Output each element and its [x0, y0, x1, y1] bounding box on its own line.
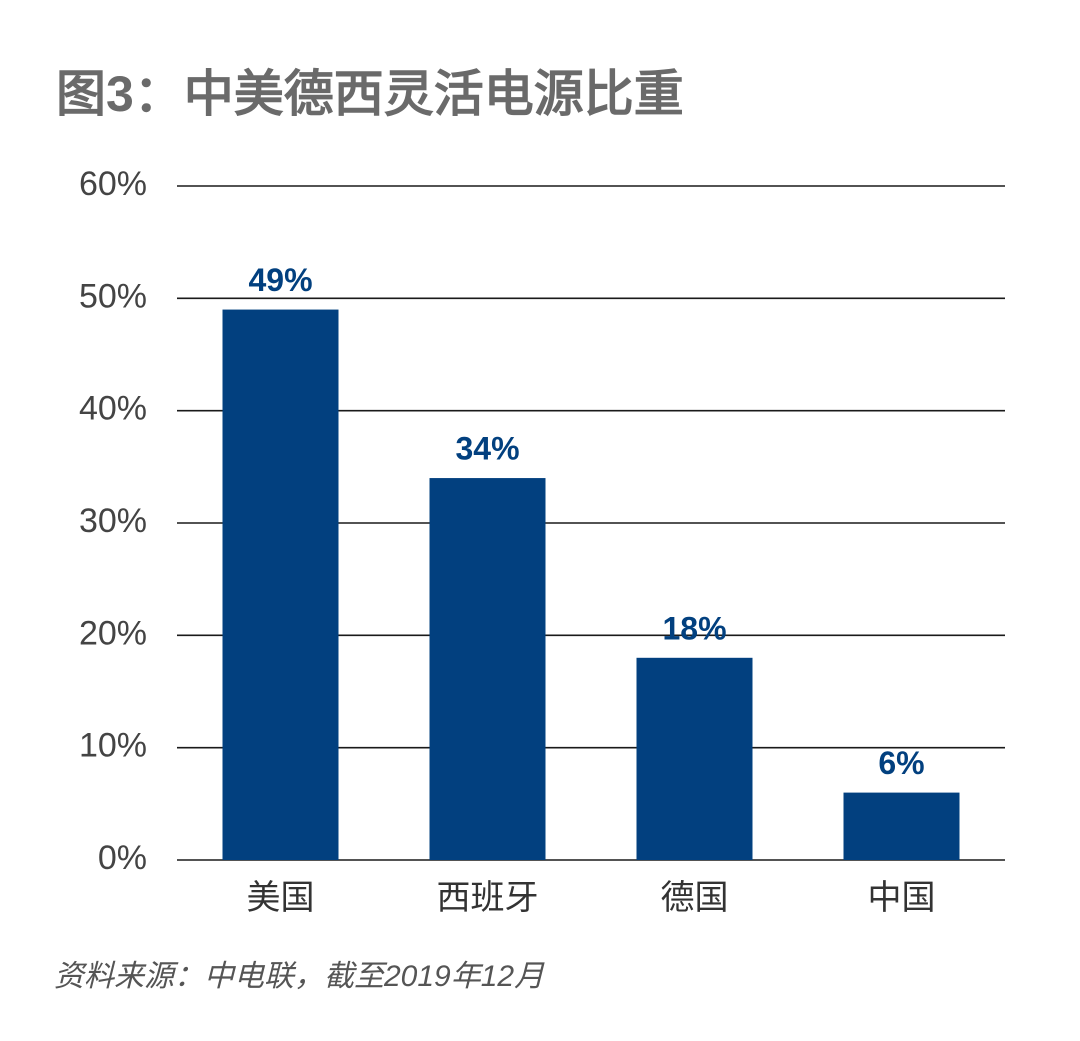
source-note: 资料来源：中电联，截至2019年12月 [54, 960, 545, 993]
y-tick-label: 10% [79, 727, 147, 765]
bar [843, 792, 960, 860]
y-tick-label: 50% [79, 277, 147, 315]
x-tick-label: 中国 [868, 879, 936, 917]
bar [636, 657, 753, 860]
value-label: 49% [248, 262, 312, 298]
x-tick-label: 德国 [661, 879, 729, 917]
value-label: 6% [878, 745, 924, 781]
bar [429, 478, 546, 860]
y-tick-label: 0% [98, 839, 147, 877]
y-tick-label: 20% [79, 614, 147, 652]
x-tick-label: 美国 [247, 879, 315, 917]
y-tick-label: 40% [79, 390, 147, 428]
y-tick-label: 30% [79, 502, 147, 540]
bar [222, 309, 339, 861]
x-tick-label: 西班牙 [437, 879, 539, 917]
value-label: 34% [455, 431, 519, 467]
y-tick-label: 60% [79, 165, 147, 203]
chart-title: 图3：中美德西灵活电源比重 [56, 66, 684, 122]
value-label: 18% [662, 610, 726, 646]
